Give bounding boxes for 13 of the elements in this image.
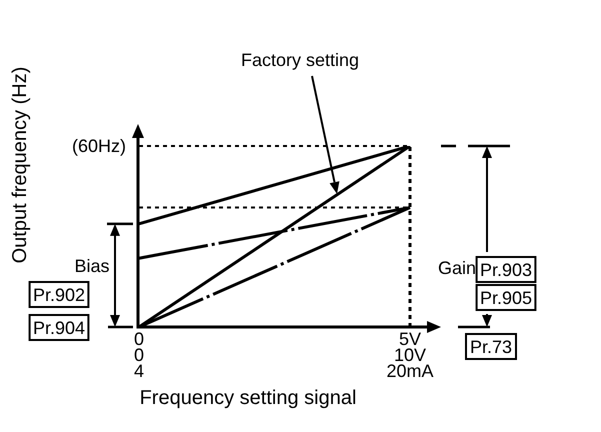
y-axis-title: Output frequency (Hz): [9, 66, 31, 264]
x-axis-title: Frequency setting signal: [140, 387, 356, 409]
annotation: Pr.905: [480, 288, 532, 308]
text: Factory setting: [240, 50, 360, 70]
x-tick-label: 0 0 4: [134, 329, 144, 381]
annotation: Pr.904: [32, 318, 86, 338]
text: Pr.73: [470, 337, 512, 357]
annotation: Pr.903: [480, 260, 532, 280]
ref-line-label: (60Hz): [72, 136, 126, 156]
annotation: Bias: [74, 256, 110, 276]
x-tick-label: 5V 10V 20mA: [386, 329, 434, 381]
annotation: Pr.902: [32, 285, 86, 305]
annotation: Gain: [438, 258, 476, 278]
